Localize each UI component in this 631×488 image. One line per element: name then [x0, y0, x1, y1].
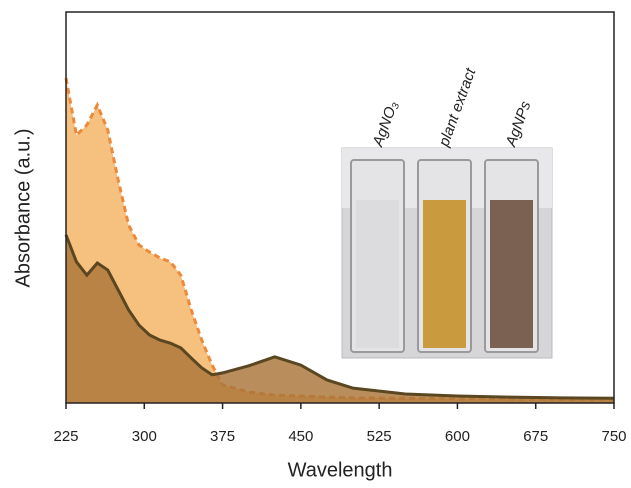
x-tick-label: 225: [53, 428, 78, 445]
inset-photo: [341, 147, 553, 359]
inset-label: plant extract: [435, 65, 480, 149]
y-axis-label: Absorbance (a.u.): [12, 129, 34, 288]
x-tick-label: 375: [210, 428, 235, 445]
plot-frame: [65, 11, 615, 404]
series-line: [64, 77, 615, 402]
inset-label: AgNO₃: [369, 99, 401, 150]
x-tick-label: 525: [367, 428, 392, 445]
x-axis-label: Wavelength: [288, 459, 393, 481]
series-line: [64, 234, 615, 400]
cuvette-liquid: [356, 200, 399, 348]
x-tick-label: 450: [288, 428, 313, 445]
plot-area: [64, 77, 615, 403]
area-fill: [66, 234, 614, 403]
x-tick-label: 600: [445, 428, 470, 445]
inset-label: AgNPs: [502, 99, 534, 150]
x-tick-label: 300: [132, 428, 157, 445]
x-tick-label: 675: [523, 428, 548, 445]
cuvette-liquid: [423, 200, 466, 348]
x-tick-label: 750: [601, 428, 626, 445]
cuvette-liquid: [490, 200, 533, 348]
